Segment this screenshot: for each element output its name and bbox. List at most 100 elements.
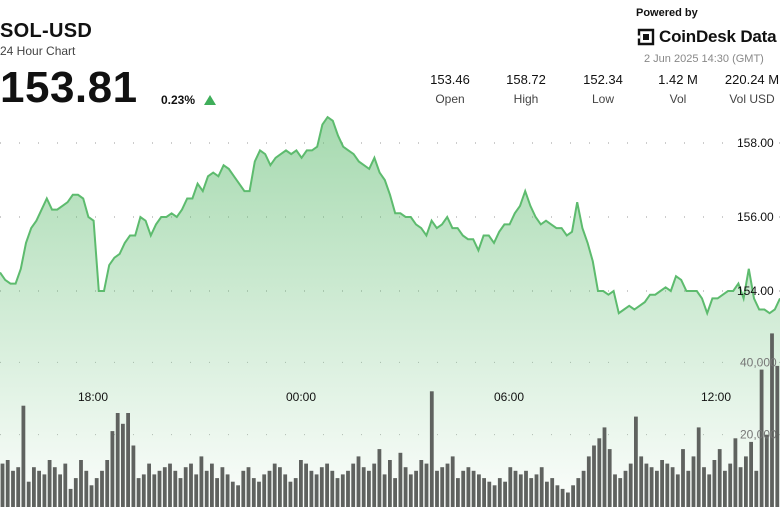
volume-bar bbox=[126, 413, 130, 507]
volume-bar bbox=[749, 441, 753, 507]
volume-bar bbox=[351, 463, 356, 507]
volume-bar bbox=[424, 463, 429, 507]
volume-bar bbox=[770, 333, 774, 507]
volume-bar bbox=[655, 470, 659, 507]
volume-bar bbox=[545, 481, 549, 507]
brand-logo: CoinDesk Data bbox=[636, 26, 777, 48]
volume-bar bbox=[309, 470, 314, 507]
volume-bar bbox=[733, 438, 738, 507]
volume-bar bbox=[189, 463, 193, 507]
brand-name: CoinDesk Data bbox=[659, 27, 777, 46]
volume-bar bbox=[340, 474, 345, 507]
volume-bar bbox=[168, 463, 172, 507]
volume-bar bbox=[262, 474, 267, 507]
volume-bar bbox=[487, 481, 492, 507]
volume-bar bbox=[215, 478, 219, 507]
volume-bar bbox=[744, 456, 748, 507]
volume-bar bbox=[241, 470, 246, 507]
stat-vol-usd: 220.24 M Vol USD bbox=[724, 72, 780, 106]
volume-bar bbox=[566, 492, 570, 507]
volume-bar bbox=[634, 416, 638, 507]
stat-value: 220.24 M bbox=[724, 72, 780, 87]
volume-bar bbox=[178, 478, 183, 507]
volume-bar bbox=[539, 467, 544, 507]
volume-bar bbox=[450, 456, 455, 507]
volume-bar bbox=[314, 474, 319, 507]
volume-bar bbox=[162, 467, 167, 507]
volume-bar bbox=[597, 438, 602, 507]
volume-bar bbox=[272, 463, 277, 507]
volume-bar bbox=[115, 413, 120, 507]
volume-bar bbox=[728, 463, 733, 507]
volume-bar bbox=[16, 467, 21, 507]
volume-bar bbox=[110, 431, 115, 507]
volume-bar bbox=[89, 485, 94, 507]
volume-bar bbox=[754, 470, 759, 507]
volume-bar bbox=[204, 470, 209, 507]
volume-bar bbox=[32, 467, 36, 507]
volume-bar bbox=[497, 478, 502, 507]
volume-bar bbox=[11, 470, 15, 507]
volume-bar bbox=[94, 478, 99, 507]
volume-bar bbox=[403, 467, 408, 507]
volume-bar bbox=[173, 470, 178, 507]
volume-bar bbox=[456, 478, 460, 507]
volume-bar bbox=[147, 463, 151, 507]
volume-bar bbox=[675, 474, 680, 507]
timestamp: 2 Jun 2025 14:30 (GMT) bbox=[644, 53, 764, 65]
volume-bar bbox=[47, 460, 52, 507]
powered-by-label: Powered by bbox=[636, 7, 698, 19]
volume-bar bbox=[560, 488, 565, 507]
volume-bar bbox=[372, 463, 377, 507]
volume-bar bbox=[220, 467, 225, 507]
volume-bar bbox=[152, 474, 157, 507]
volume-bar bbox=[670, 467, 675, 507]
volume-bar bbox=[367, 470, 371, 507]
volume-bar bbox=[529, 478, 534, 507]
volume-bar bbox=[602, 427, 607, 507]
stat-label: Vol bbox=[669, 92, 687, 106]
x-tick-label: 00:00 bbox=[286, 390, 316, 404]
volume-bar bbox=[702, 467, 706, 507]
volume-bar bbox=[607, 449, 612, 507]
volume-bar bbox=[445, 463, 450, 507]
volume-bar bbox=[492, 485, 497, 507]
volume-bar bbox=[356, 456, 361, 507]
volume-bar bbox=[503, 481, 507, 507]
y-tick-label: 154.00 bbox=[737, 284, 774, 298]
stat-value: 1.42 M bbox=[658, 72, 698, 87]
volume-bar bbox=[712, 460, 717, 507]
stat-open: 153.46 Open bbox=[426, 72, 474, 106]
stat-high: 158.72 High bbox=[500, 72, 552, 106]
volume-bar bbox=[764, 434, 769, 507]
volume-bars bbox=[0, 333, 780, 507]
volume-bar bbox=[194, 474, 199, 507]
stat-value: 153.46 bbox=[430, 72, 470, 87]
volume-bar bbox=[293, 478, 298, 507]
volume-bar bbox=[21, 405, 26, 507]
volume-bar bbox=[681, 449, 685, 507]
volume-bar bbox=[581, 470, 586, 507]
stat-label: Vol USD bbox=[729, 92, 775, 106]
volume-bar bbox=[660, 460, 664, 507]
volume-bar bbox=[759, 369, 764, 507]
volume-bar bbox=[136, 478, 141, 507]
volume-bar bbox=[398, 452, 403, 507]
stat-value: 152.34 bbox=[583, 72, 623, 87]
volume-bar bbox=[100, 470, 104, 507]
volume-bar bbox=[84, 470, 89, 507]
volume-bar bbox=[319, 467, 324, 507]
volume-bar bbox=[225, 474, 230, 507]
volume-bar bbox=[534, 474, 539, 507]
volume-bar bbox=[435, 470, 439, 507]
volume-bar bbox=[388, 460, 392, 507]
volume-bar bbox=[628, 463, 633, 507]
volume-bar bbox=[586, 456, 591, 507]
volume-bar bbox=[121, 423, 125, 507]
volume-bar bbox=[686, 470, 691, 507]
price-axis: 154.00 156.00 158.00 bbox=[737, 136, 774, 298]
coindesk-logo-icon bbox=[636, 28, 655, 46]
volume-bar bbox=[738, 467, 743, 507]
pair-title: SOL-USD bbox=[0, 20, 93, 42]
volume-bar bbox=[440, 467, 445, 507]
